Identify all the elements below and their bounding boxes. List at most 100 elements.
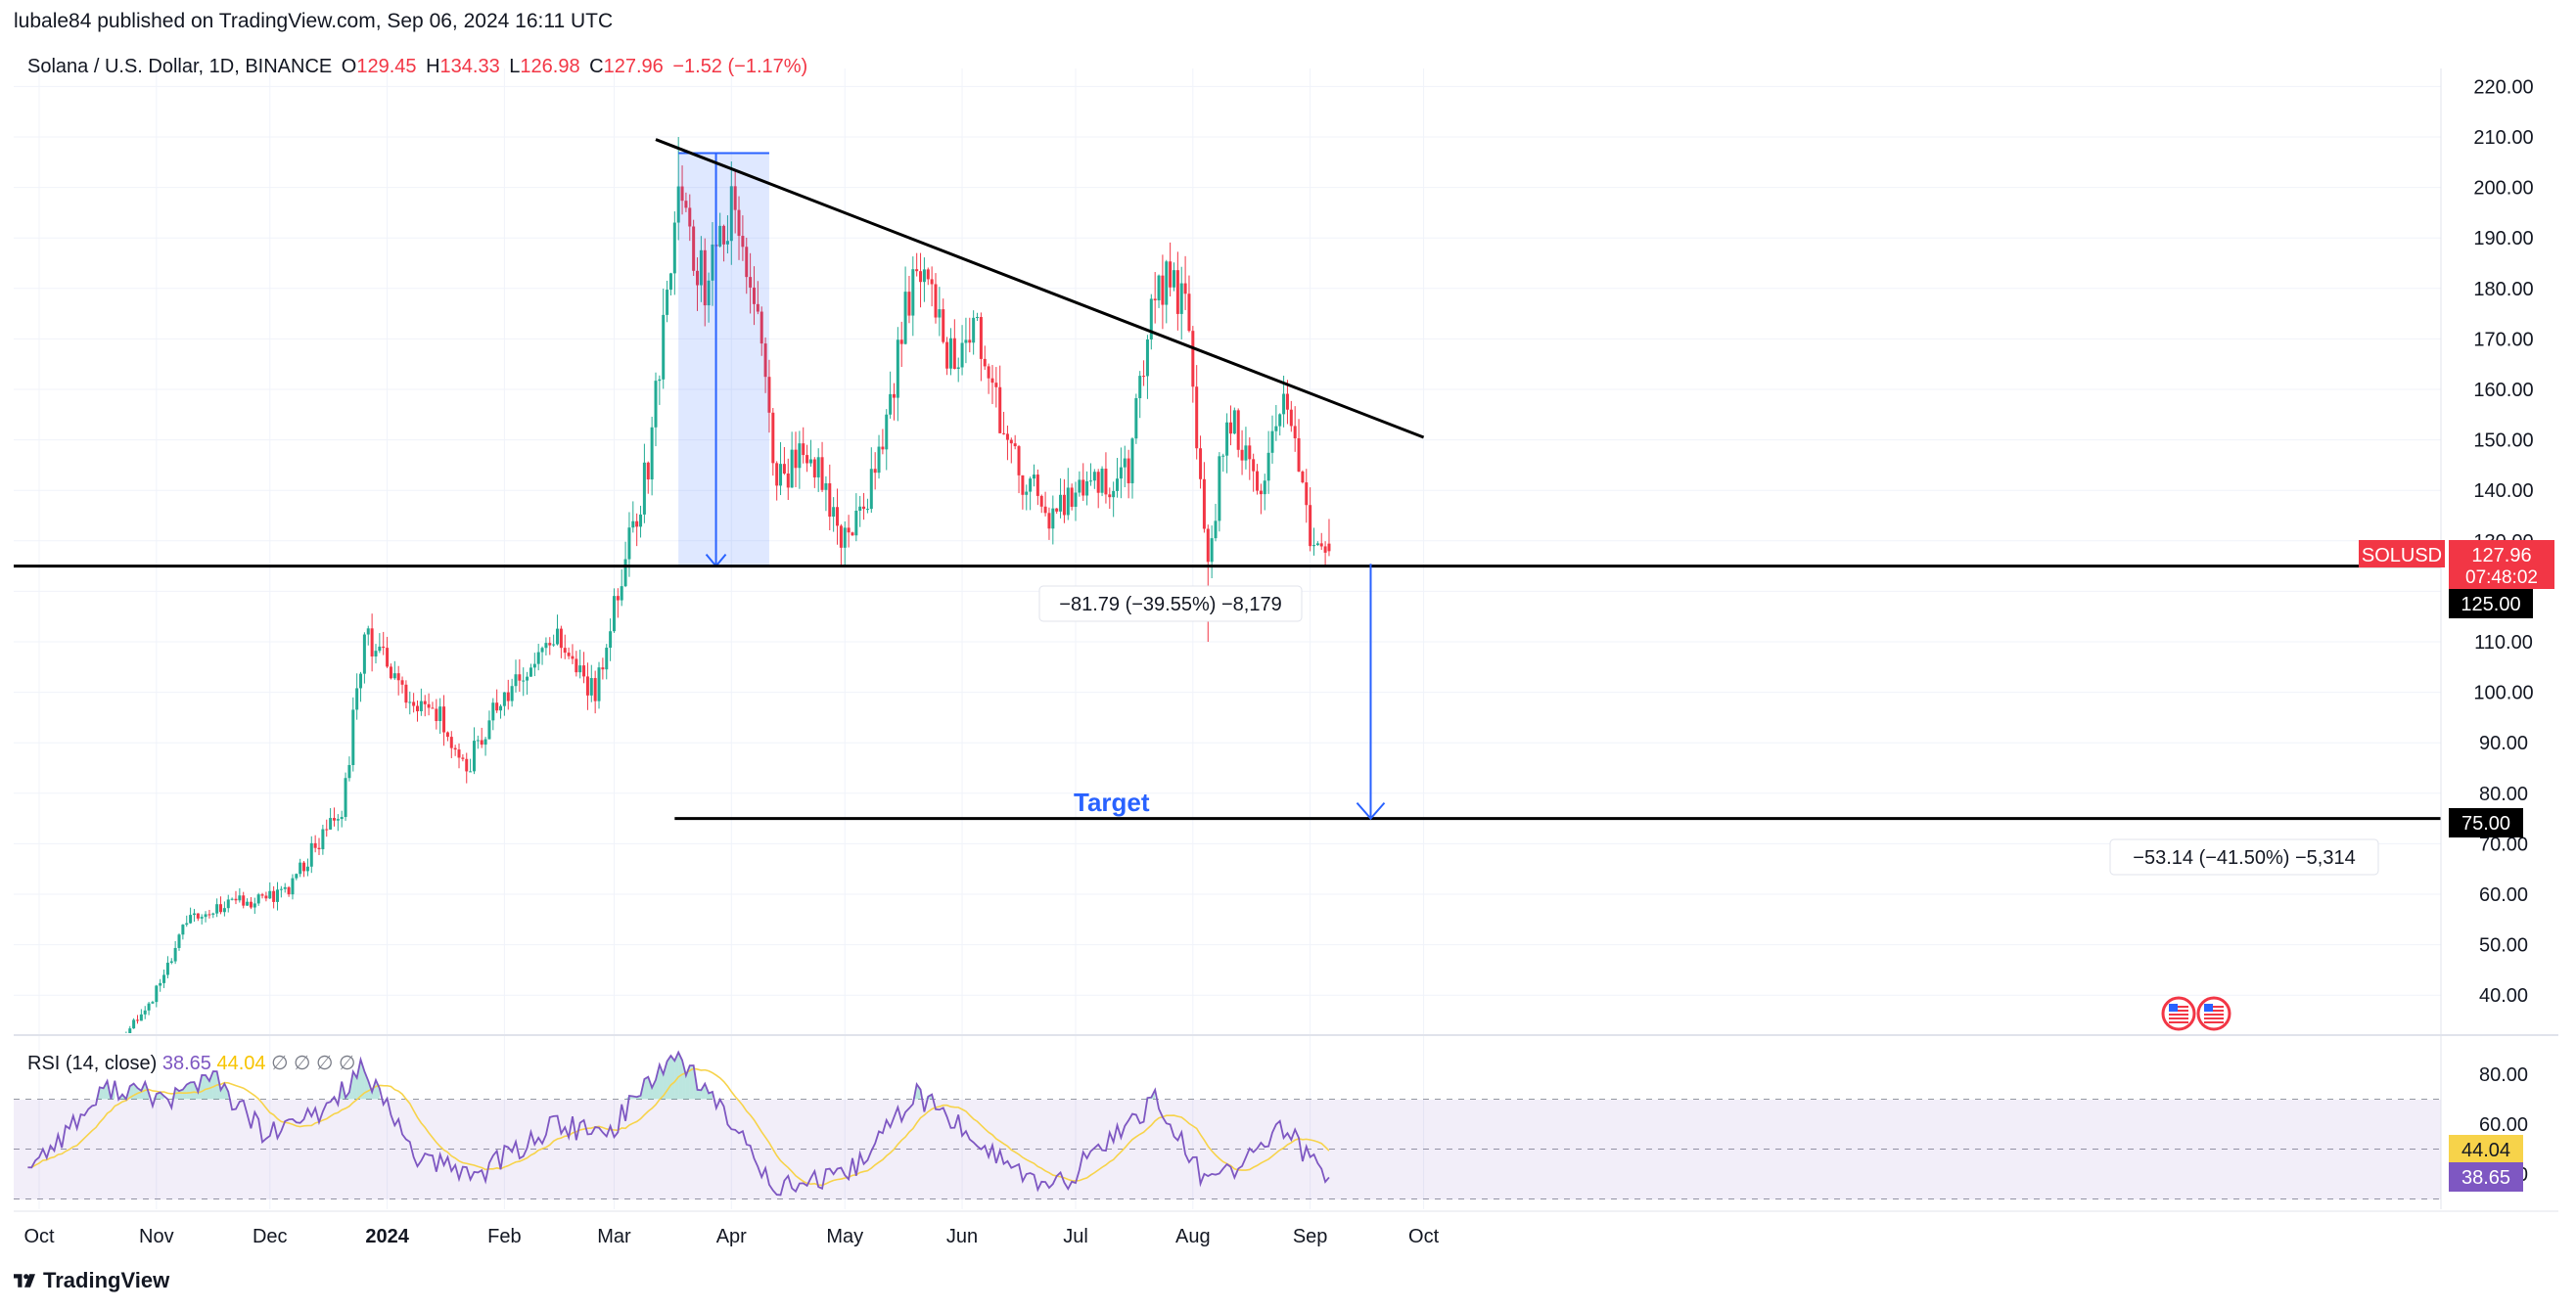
candle-body <box>121 1040 124 1043</box>
change-value: −1.52 (−1.17%) <box>672 56 808 77</box>
candle-body <box>299 862 302 875</box>
candle-body <box>873 469 877 474</box>
candle-body <box>666 290 669 315</box>
rsi-overbought-fill <box>202 1074 207 1100</box>
candle-body <box>1092 472 1096 481</box>
candle-body <box>1301 471 1305 483</box>
candle-body <box>449 737 453 748</box>
flag-stripe <box>2169 1010 2188 1012</box>
candle-body <box>1187 294 1191 332</box>
candle-body <box>1145 339 1149 377</box>
candle-body <box>1263 480 1266 495</box>
candle-body <box>907 292 911 316</box>
symbol-tag: SOLUSD <box>2362 545 2442 566</box>
candle-body <box>964 339 968 343</box>
candle-body <box>536 652 540 664</box>
candle-body <box>1123 458 1127 468</box>
candle-body <box>165 963 169 975</box>
candle-body <box>676 186 680 223</box>
candle-body <box>1270 430 1274 453</box>
countdown-tag: 07:48:02 <box>2465 567 2538 588</box>
candle-body <box>445 732 449 738</box>
candle-body <box>45 1086 48 1087</box>
rsi-ma-tag-bg <box>2449 1135 2523 1164</box>
flag-stripe <box>2204 1014 2224 1016</box>
candle-body <box>881 446 885 450</box>
candle-body <box>336 819 340 821</box>
rsi-overbought-fill <box>674 1052 679 1100</box>
candle-body <box>711 244 714 281</box>
candle-body <box>442 706 446 733</box>
candle-body <box>1021 475 1025 495</box>
candle-body <box>1130 438 1134 483</box>
candle-body <box>68 1078 70 1083</box>
rsi-tick-label: 80.00 <box>2479 1064 2528 1086</box>
candle-body <box>1013 443 1017 447</box>
tradingview-logo[interactable]: TradingView <box>14 1268 169 1293</box>
time-tick-label: Jun <box>946 1226 978 1247</box>
rsi-overbought-fill <box>99 1087 104 1100</box>
candle-body <box>1319 543 1323 547</box>
rsi-tick-label: 60.00 <box>2479 1114 2528 1136</box>
candle-body <box>1232 410 1236 434</box>
candle-body <box>465 758 469 772</box>
grid-lines <box>14 68 2441 1209</box>
candle-body <box>658 379 662 382</box>
price-tick-label: 90.00 <box>2479 733 2528 754</box>
candle-body <box>752 287 756 304</box>
candle-body <box>386 648 390 667</box>
candle-body <box>128 1028 132 1033</box>
candle-body <box>952 338 956 369</box>
time-tick-label: Aug <box>1175 1226 1211 1247</box>
candle-body <box>1055 508 1059 512</box>
price-tick-label: 150.00 <box>2473 430 2533 452</box>
time-tick-label: Jul <box>1063 1226 1088 1247</box>
candle-body <box>400 680 404 685</box>
candle-body <box>729 186 733 242</box>
candle-body <box>1119 467 1123 479</box>
candle-body <box>1085 480 1089 496</box>
candle-body <box>362 634 366 674</box>
candle-body <box>169 961 173 964</box>
candle-body <box>518 674 522 681</box>
candle-body <box>495 702 499 711</box>
price-tick-label: 80.00 <box>2479 784 2528 805</box>
candle-body <box>321 829 325 850</box>
rsi-value: 38.65 <box>161 1053 211 1074</box>
time-tick-label: Oct <box>1408 1226 1440 1247</box>
candle-body <box>487 720 491 740</box>
rsi-overbought-fill <box>697 1089 702 1100</box>
candle-body <box>960 342 964 368</box>
price-tick-label: 60.00 <box>2479 884 2528 906</box>
candle-body <box>994 383 998 387</box>
candle-body <box>192 913 196 916</box>
candle-body <box>1206 528 1210 563</box>
candle-body <box>696 270 700 286</box>
candle-body <box>688 207 692 227</box>
rsi-legend[interactable]: RSI (14, close) 38.65 44.04 ∅ ∅ ∅ ∅ <box>27 1051 355 1075</box>
candle-body <box>1236 410 1240 450</box>
price-tick-label: 40.00 <box>2479 985 2528 1007</box>
rsi-overbought-fill <box>190 1082 195 1100</box>
candle-body <box>839 525 843 548</box>
candle-body <box>1218 456 1221 521</box>
candle-body <box>1116 478 1120 491</box>
candle-body <box>798 443 802 469</box>
candle-body <box>219 904 223 913</box>
candle-body <box>635 520 639 527</box>
candle-body <box>309 842 313 867</box>
candle-body <box>620 586 623 601</box>
candle-body <box>1315 543 1319 546</box>
price-tick-label: 160.00 <box>2473 380 2533 401</box>
price-tick-label: 220.00 <box>2473 76 2533 98</box>
symbol-legend[interactable]: Solana / U.S. Dollar, 1D, BINANCE O129.4… <box>27 56 811 78</box>
candle-body <box>767 377 771 413</box>
candle-body <box>756 303 759 312</box>
rsi-overbought-fill <box>208 1071 213 1100</box>
price-tick-label: 200.00 <box>2473 178 2533 200</box>
candle-body <box>843 527 847 548</box>
candle-body <box>1274 426 1278 431</box>
candle-body <box>1259 490 1263 495</box>
candle-body <box>185 923 189 926</box>
